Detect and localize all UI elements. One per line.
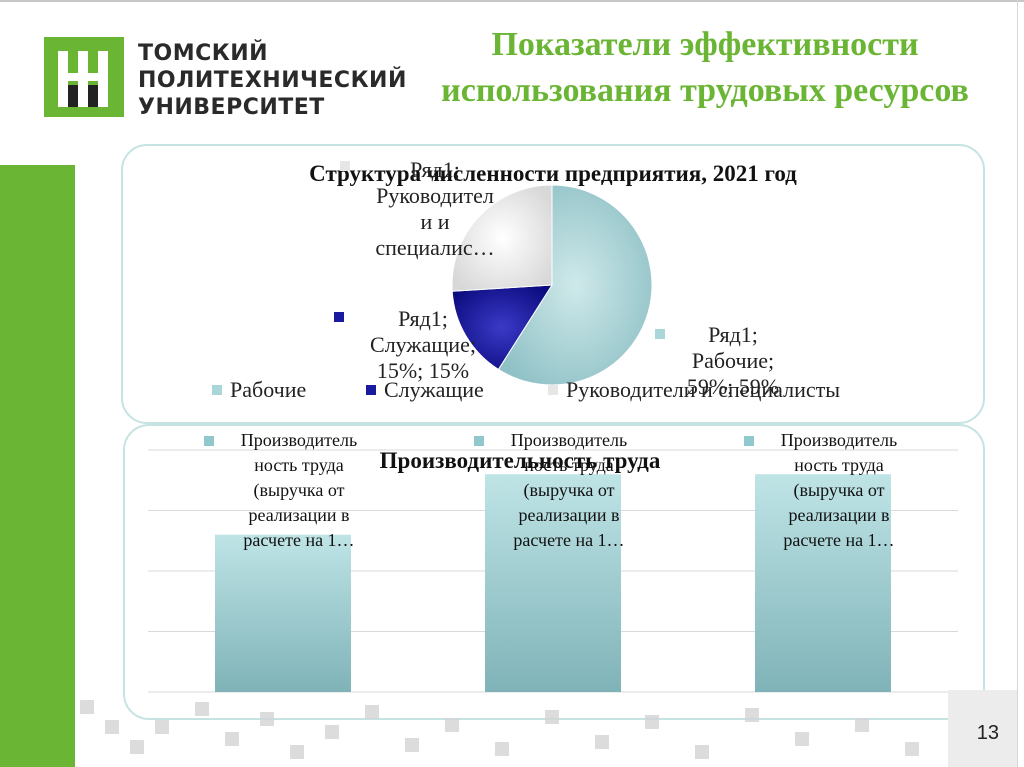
- pie-label-managers: Ряд1; Руководител и и специалис…: [350, 157, 520, 261]
- slide-title: Показатели эффективности использования т…: [385, 22, 1024, 114]
- title-line-2: использования трудовых ресурсов: [441, 72, 969, 109]
- pie-slice-managers: [451, 184, 553, 292]
- legend-swatch-workers: [212, 385, 222, 395]
- bar-label-line: расчете на 1…: [513, 530, 625, 550]
- bar-label-line: Производитель: [240, 430, 358, 450]
- bar-label-line: реализации в: [788, 505, 890, 525]
- pie-label-managers-line: Ряд1;: [410, 157, 460, 182]
- university-name: ТОМСКИЙ ПОЛИТЕХНИЧЕСКИЙ УНИВЕРСИТЕТ: [138, 40, 407, 121]
- bar-1: [215, 534, 351, 692]
- university-logo: [44, 37, 124, 117]
- pie-label-employees-line: Служащие;: [370, 332, 476, 357]
- bar-label-marker-2: [474, 436, 484, 446]
- page-number-box: 13: [948, 690, 1017, 767]
- bar-chart-title: Производительность труда: [379, 448, 661, 473]
- legend-employees: Служащие: [366, 377, 484, 403]
- bar-label-line: реализации в: [248, 505, 350, 525]
- bar-3: [755, 474, 891, 692]
- pie-chart-title: Структура численности предприятия, 2021 …: [309, 161, 797, 186]
- decorative-pattern: [80, 700, 919, 759]
- title-line-1: Показатели эффективности: [491, 26, 919, 63]
- pie-label-workers-line: Ряд1;: [708, 322, 758, 347]
- pie-label-employees: Ряд1; Служащие; 15%; 15%: [348, 306, 498, 384]
- pie-label-managers-line: Руководител: [376, 183, 494, 208]
- pie-label-workers-line: 59%; 59%: [686, 374, 780, 399]
- bar-label-line: (выручка от: [793, 480, 885, 500]
- bar-label-line: (выручка от: [523, 480, 615, 500]
- legend-managers-label: Руководители и специалисты: [566, 377, 841, 402]
- pie-slice-employees: [451, 284, 553, 371]
- pie-label-workers-line: Рабочие;: [691, 348, 775, 373]
- legend-workers: Рабочие: [212, 377, 306, 403]
- bar-label-marker-1: [204, 436, 214, 446]
- bar-label-line: реализации в: [518, 505, 620, 525]
- bar-data-label-3: Производитель ность труда (выручка от ре…: [734, 428, 944, 553]
- legend-employees-label: Служащие: [384, 377, 484, 402]
- bar-label-line: Производитель: [510, 430, 628, 450]
- legend-managers: Руководители и специалисты: [548, 377, 840, 403]
- logo-line-3: УНИВЕРСИТЕТ: [138, 95, 325, 120]
- pie-label-employees-line: 15%; 15%: [376, 358, 470, 383]
- pie-label-managers-line: и и: [420, 209, 450, 234]
- logo-line-1: ТОМСКИЙ: [138, 41, 269, 66]
- legend-workers-label: Рабочие: [230, 377, 307, 402]
- bar-label-line: (выручка от: [253, 480, 345, 500]
- pie-label-employees-line: Ряд1;: [398, 306, 448, 331]
- pie-label-workers: Ряд1; Рабочие; 59%; 59%: [668, 322, 798, 400]
- green-side-bar: [0, 165, 75, 767]
- bar-label-line: расчете на 1…: [243, 530, 355, 550]
- bar-2: [485, 474, 621, 692]
- bar-label-line: расчете на 1…: [783, 530, 895, 550]
- label-marker-managers: [340, 161, 350, 171]
- bar-data-label-1: Производитель ность труда (выручка от ре…: [194, 428, 404, 553]
- bar-data-label-2: Производитель ность труда (выручка от ре…: [464, 428, 674, 553]
- logo-line-2: ПОЛИТЕХНИЧЕСКИЙ: [138, 68, 407, 93]
- bar-label-marker-3: [744, 436, 754, 446]
- legend-swatch-employees: [366, 385, 376, 395]
- pie-label-managers-line: специалис…: [375, 235, 495, 260]
- top-border: [0, 0, 1024, 2]
- label-marker-employees: [334, 312, 344, 322]
- pie-slice-workers: [497, 184, 653, 386]
- legend-swatch-managers: [548, 385, 558, 395]
- bar-label-line: ность труда: [524, 455, 614, 475]
- page-number: 13: [976, 722, 999, 744]
- bar-label-line: ность труда: [254, 455, 344, 475]
- label-marker-workers: [655, 329, 665, 339]
- bar-label-line: Производитель: [780, 430, 898, 450]
- bar-label-line: ность труда: [794, 455, 884, 475]
- right-border: [1017, 0, 1018, 767]
